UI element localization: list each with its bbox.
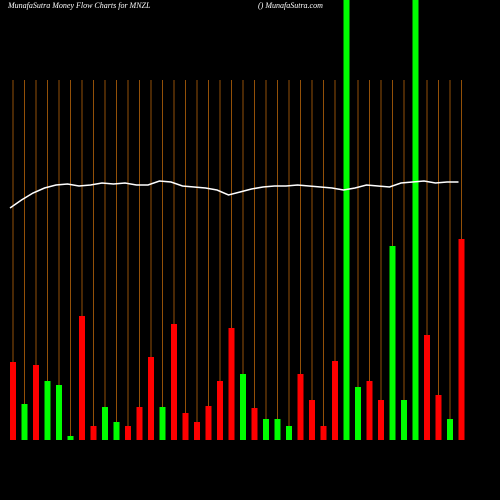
bar — [205, 406, 212, 440]
bar — [113, 422, 120, 440]
bar — [251, 408, 258, 440]
bar — [217, 381, 223, 440]
bar — [159, 407, 166, 440]
bar — [366, 381, 373, 440]
bar — [263, 419, 269, 440]
money-flow-line — [9, 180, 459, 209]
bar — [435, 395, 442, 440]
bar — [447, 419, 453, 440]
bar — [274, 419, 281, 440]
chart-title: MunafaSutra Money Flow Charts for MNZL — [7, 1, 151, 10]
bar — [320, 426, 327, 440]
bar — [33, 365, 39, 440]
bar — [10, 362, 16, 440]
bar — [343, 0, 350, 440]
bar — [297, 374, 304, 440]
bar — [309, 400, 315, 440]
bar — [67, 436, 74, 440]
bar — [228, 328, 235, 440]
bar — [136, 407, 143, 440]
bar — [44, 381, 51, 440]
bar — [378, 400, 384, 440]
bar — [332, 361, 338, 440]
bar — [240, 374, 246, 440]
bar — [148, 357, 154, 440]
bar — [389, 246, 396, 440]
bar — [458, 239, 465, 440]
bar — [56, 385, 62, 440]
bar — [286, 426, 292, 440]
bar — [171, 324, 177, 440]
bar — [102, 407, 108, 440]
bar — [182, 413, 189, 440]
bar — [79, 316, 85, 440]
bar — [424, 335, 430, 440]
chart-subtitle: () MunafaSutra.com — [258, 1, 323, 10]
bar — [401, 400, 407, 440]
bar — [125, 426, 131, 440]
bar — [90, 426, 97, 440]
bar — [194, 422, 200, 440]
bar — [21, 404, 28, 440]
bar — [355, 387, 361, 440]
bar — [412, 0, 419, 440]
